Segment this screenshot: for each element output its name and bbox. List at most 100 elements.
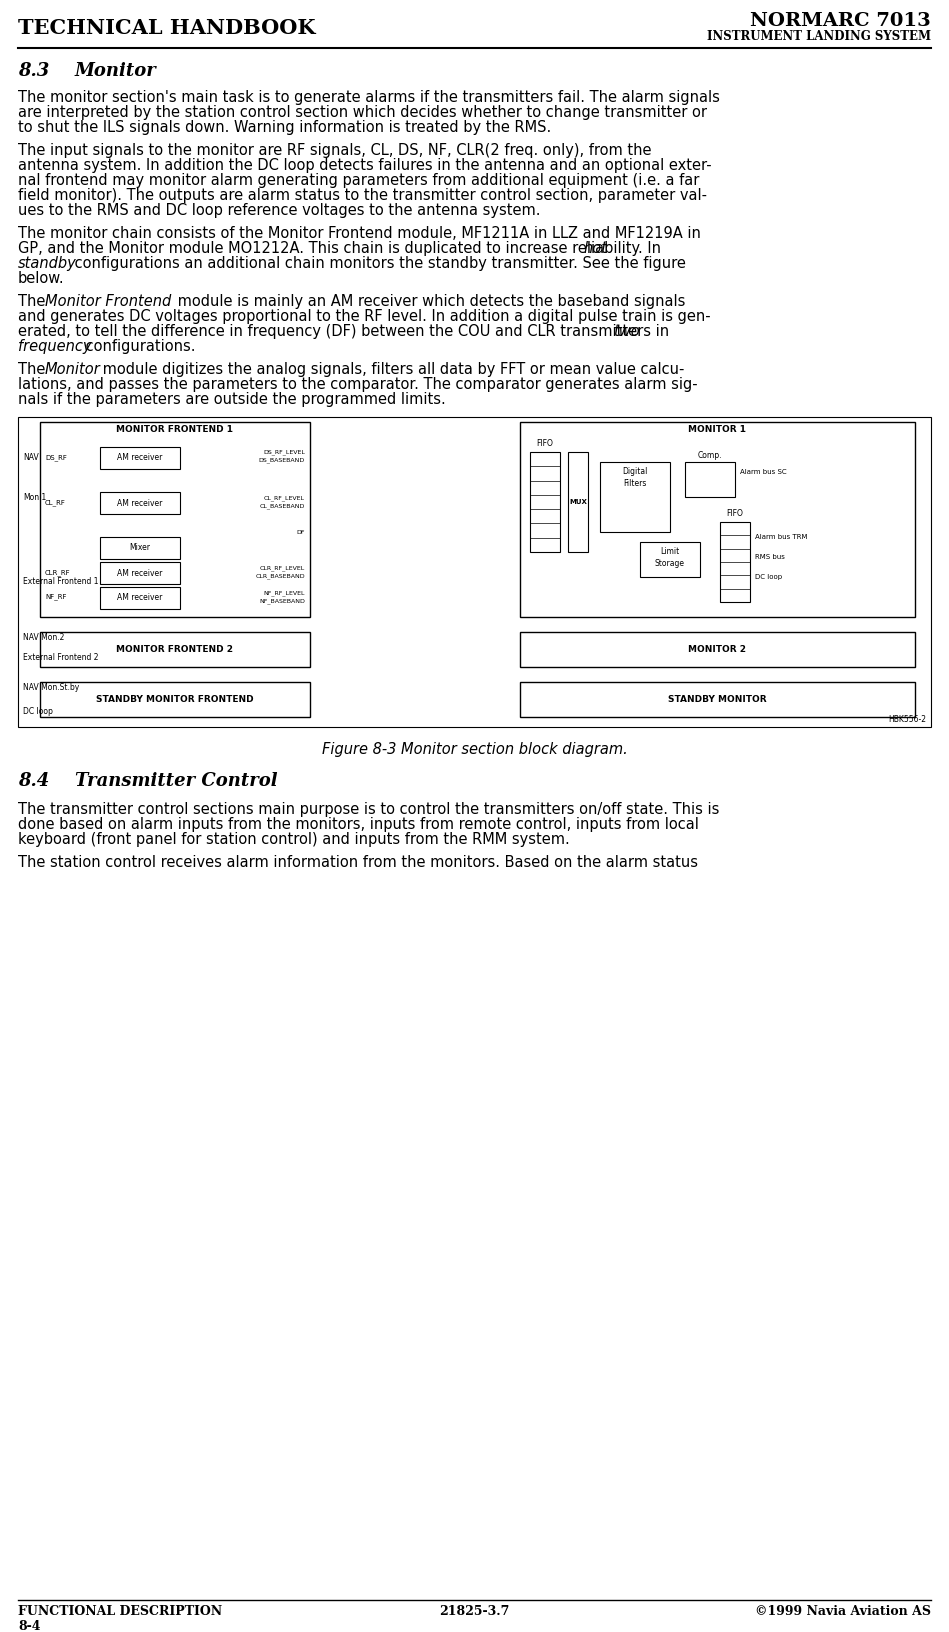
Text: NAV Mon.2: NAV Mon.2: [23, 633, 65, 641]
Text: NF_BASEBAND: NF_BASEBAND: [259, 599, 305, 604]
Text: Monitor: Monitor: [75, 62, 157, 80]
Text: The station control receives alarm information from the monitors. Based on the a: The station control receives alarm infor…: [18, 855, 698, 870]
Text: 21825-3.7: 21825-3.7: [438, 1604, 510, 1617]
Text: CLR_RF: CLR_RF: [45, 570, 70, 576]
Text: CL_RF: CL_RF: [45, 499, 65, 506]
Bar: [100, 588, 180, 609]
Text: MONITOR 2: MONITOR 2: [689, 645, 747, 654]
Text: The monitor chain consists of the Monitor Frontend module, MF1211A in LLZ and MF: The monitor chain consists of the Monito…: [18, 225, 701, 242]
Text: Monitor Frontend: Monitor Frontend: [45, 294, 171, 308]
Text: FIFO: FIFO: [536, 439, 553, 449]
Text: Mon.1: Mon.1: [23, 493, 47, 501]
Text: ues to the RMS and DC loop reference voltages to the antenna system.: ues to the RMS and DC loop reference vol…: [18, 202, 541, 219]
Text: Mixer: Mixer: [129, 543, 151, 553]
Text: field monitor). The outputs are alarm status to the transmitter control section,: field monitor). The outputs are alarm st…: [18, 188, 707, 202]
Text: NAV Mon.St.by: NAV Mon.St.by: [23, 682, 80, 692]
Bar: [685, 462, 735, 498]
Text: Comp.: Comp.: [698, 450, 722, 460]
Bar: [600, 462, 670, 532]
Text: INSTRUMENT LANDING SYSTEM: INSTRUMENT LANDING SYSTEM: [707, 29, 931, 42]
Text: nals if the parameters are outside the programmed limits.: nals if the parameters are outside the p…: [18, 392, 446, 406]
Text: FIFO: FIFO: [727, 509, 743, 519]
Bar: [40, 632, 310, 667]
Text: DS_RF_LEVEL: DS_RF_LEVEL: [263, 449, 305, 455]
Bar: [40, 423, 310, 617]
Bar: [720, 522, 750, 602]
Text: nal frontend may monitor alarm generating parameters from additional equipment (: nal frontend may monitor alarm generatin…: [18, 173, 699, 188]
Text: Digital: Digital: [623, 467, 647, 477]
Bar: [100, 561, 180, 584]
Bar: [40, 682, 310, 716]
Text: standby: standby: [18, 256, 77, 271]
Text: Filters: Filters: [623, 480, 646, 488]
Bar: [520, 682, 915, 716]
Text: MONITOR FRONTEND 2: MONITOR FRONTEND 2: [117, 645, 233, 654]
Text: AM receiver: AM receiver: [118, 454, 162, 462]
Text: DS_RF: DS_RF: [45, 455, 66, 462]
Text: are interpreted by the station control section which decides whether to change t: are interpreted by the station control s…: [18, 104, 707, 121]
Text: and generates DC voltages proportional to the RF level. In addition a digital pu: and generates DC voltages proportional t…: [18, 308, 711, 325]
Text: TECHNICAL HANDBOOK: TECHNICAL HANDBOOK: [18, 18, 315, 38]
Bar: [100, 491, 180, 514]
Text: antenna system. In addition the DC loop detects failures in the antenna and an o: antenna system. In addition the DC loop …: [18, 158, 712, 173]
Text: External Frontend 2: External Frontend 2: [23, 653, 99, 661]
Text: two: two: [613, 325, 640, 339]
Bar: [520, 423, 915, 617]
Text: CLR_BASEBAND: CLR_BASEBAND: [255, 573, 305, 579]
Text: FUNCTIONAL DESCRIPTION: FUNCTIONAL DESCRIPTION: [18, 1604, 222, 1617]
Text: MONITOR FRONTEND 1: MONITOR FRONTEND 1: [117, 426, 233, 434]
Text: DF: DF: [296, 529, 305, 535]
Text: to shut the ILS signals down. Warning information is treated by the RMS.: to shut the ILS signals down. Warning in…: [18, 121, 551, 135]
Text: NF_RF: NF_RF: [45, 594, 66, 601]
Text: NORMARC 7013: NORMARC 7013: [751, 11, 931, 29]
Bar: [100, 537, 180, 560]
Text: DC loop: DC loop: [755, 574, 782, 579]
Text: configurations an additional chain monitors the standby transmitter. See the fig: configurations an additional chain monit…: [70, 256, 686, 271]
Text: STANDBY MONITOR: STANDBY MONITOR: [668, 695, 767, 703]
Text: hot: hot: [583, 242, 607, 256]
Bar: [568, 452, 588, 552]
Bar: [100, 447, 180, 468]
Text: module digitizes the analog signals, filters all data by FFT or mean value calcu: module digitizes the analog signals, fil…: [98, 362, 684, 377]
Text: 8-4: 8-4: [18, 1621, 41, 1632]
Text: Storage: Storage: [655, 560, 685, 568]
Text: NAV: NAV: [23, 452, 39, 462]
Text: RMS bus: RMS bus: [755, 553, 785, 560]
Text: NF_RF_LEVEL: NF_RF_LEVEL: [264, 591, 305, 596]
Text: The input signals to the monitor are RF signals, CL, DS, NF, CLR(2 freq. only), : The input signals to the monitor are RF …: [18, 144, 652, 158]
Text: Figure 8-3 Monitor section block diagram.: Figure 8-3 Monitor section block diagram…: [322, 743, 627, 757]
Text: HBK556-2: HBK556-2: [888, 715, 926, 723]
Text: AM receiver: AM receiver: [118, 594, 162, 602]
Text: 8.3: 8.3: [18, 62, 49, 80]
Text: done based on alarm inputs from the monitors, inputs from remote control, inputs: done based on alarm inputs from the moni…: [18, 818, 698, 832]
Text: module is mainly an AM receiver which detects the baseband signals: module is mainly an AM receiver which de…: [173, 294, 685, 308]
Text: Transmitter Control: Transmitter Control: [75, 772, 278, 790]
Text: MUX: MUX: [569, 499, 586, 504]
Text: Alarm bus SC: Alarm bus SC: [740, 468, 787, 475]
Text: GP, and the Monitor module MO1212A. This chain is duplicated to increase reliabi: GP, and the Monitor module MO1212A. This…: [18, 242, 665, 256]
Text: CLR_RF_LEVEL: CLR_RF_LEVEL: [260, 565, 305, 571]
Text: The monitor section's main task is to generate alarms if the transmitters fail. : The monitor section's main task is to ge…: [18, 90, 720, 104]
Text: The transmitter control sections main purpose is to control the transmitters on/: The transmitter control sections main pu…: [18, 801, 719, 818]
Text: lations, and passes the parameters to the comparator. The comparator generates a: lations, and passes the parameters to th…: [18, 377, 698, 392]
Text: CL_RF_LEVEL: CL_RF_LEVEL: [264, 494, 305, 501]
Text: Monitor: Monitor: [45, 362, 101, 377]
Text: frequency: frequency: [18, 339, 91, 354]
Text: External Frontend 1: External Frontend 1: [23, 578, 99, 586]
Text: The: The: [18, 362, 50, 377]
Bar: [520, 632, 915, 667]
Text: STANDBY MONITOR FRONTEND: STANDBY MONITOR FRONTEND: [96, 695, 253, 703]
Text: keyboard (front panel for station control) and inputs from the RMM system.: keyboard (front panel for station contro…: [18, 832, 569, 847]
Text: MONITOR 1: MONITOR 1: [689, 426, 747, 434]
Text: DS_BASEBAND: DS_BASEBAND: [259, 457, 305, 463]
Text: Alarm bus TRM: Alarm bus TRM: [755, 534, 808, 540]
Text: 8.4: 8.4: [18, 772, 49, 790]
Text: erated, to tell the difference in frequency (DF) between the COU and CLR transmi: erated, to tell the difference in freque…: [18, 325, 674, 339]
Text: CL_BASEBAND: CL_BASEBAND: [260, 503, 305, 509]
Text: The: The: [18, 294, 50, 308]
Bar: [530, 452, 560, 552]
Text: AM receiver: AM receiver: [118, 568, 162, 578]
Text: Limit: Limit: [661, 547, 679, 557]
Text: below.: below.: [18, 271, 65, 286]
Bar: [18, 418, 931, 726]
